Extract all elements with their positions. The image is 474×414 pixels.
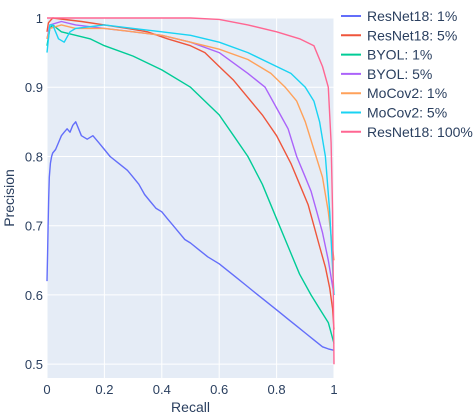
legend-item: BYOL: 1%: [341, 47, 432, 63]
legend-item: MoCov2: 5%: [341, 105, 447, 121]
series-layer: [46, 17, 335, 365]
legend-label: ResNet18: 100%: [367, 124, 473, 140]
y-axis-ticks: 0.5 0.6 0.7 0.8 0.9 1: [25, 11, 43, 372]
y-axis-title: Precision: [1, 169, 17, 227]
x-tick-label: 0: [43, 382, 50, 397]
legend-item: ResNet18: 100%: [341, 124, 473, 140]
legend: ResNet18: 1% ResNet18: 5% BYOL: 1% BYOL: 5%…: [341, 8, 473, 140]
x-tick-label: 0.4: [153, 382, 171, 397]
legend-item: MoCov2: 1%: [341, 85, 447, 101]
legend-label: ResNet18: 5%: [367, 27, 457, 43]
legend-label: BYOL: 1%: [367, 47, 432, 63]
series-line-5: [46, 24, 335, 261]
series-line-4: [46, 20, 335, 296]
series-line-1: [46, 121, 335, 351]
x-tick-label: 1: [330, 382, 337, 397]
plot-background: [47, 18, 334, 378]
y-tick-label: 0.6: [25, 288, 43, 303]
legend-item: ResNet18: 1%: [341, 8, 457, 24]
series-line-2: [46, 17, 335, 330]
y-tick-label: 0.8: [25, 149, 43, 164]
legend-item: BYOL: 5%: [341, 66, 432, 82]
x-tick-label: 0.6: [210, 382, 228, 397]
series-line-6: [46, 24, 335, 295]
legend-label: MoCov2: 1%: [367, 85, 447, 101]
legend-item: ResNet18: 5%: [341, 27, 457, 43]
legend-label: MoCov2: 5%: [367, 105, 447, 121]
y-tick-label: 0.7: [25, 219, 43, 234]
legend-label: ResNet18: 1%: [367, 8, 457, 24]
x-axis-ticks: 0 0.2 0.4 0.6 0.8 1: [43, 382, 337, 397]
x-tick-label: 0.8: [268, 382, 286, 397]
y-tick-label: 0.5: [25, 357, 43, 372]
x-axis-title: Recall: [171, 399, 210, 414]
y-tick-label: 1: [36, 11, 43, 26]
y-tick-label: 0.9: [25, 80, 43, 95]
legend-label: BYOL: 5%: [367, 66, 432, 82]
x-tick-label: 0.2: [95, 382, 113, 397]
series-line-7: [47, 17, 335, 365]
